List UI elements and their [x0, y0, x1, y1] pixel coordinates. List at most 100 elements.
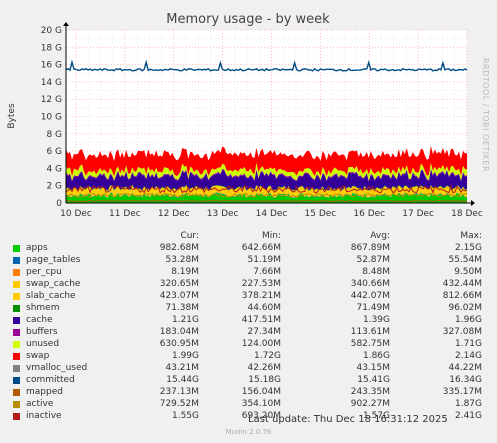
x-tick-label: 10 Dec — [60, 209, 92, 219]
legend-swatch — [13, 305, 20, 312]
legend-header: Cur: Min: Avg: Max: — [0, 230, 497, 242]
legend-max: 16.34G — [449, 375, 482, 385]
legend-cur: 71.38M — [165, 303, 199, 313]
legend-min: 156.04M — [241, 387, 281, 397]
legend-max: 1.71G — [454, 339, 482, 349]
legend-cur: 183.04M — [159, 327, 199, 337]
legend-max: 327.08M — [442, 327, 482, 337]
line-committed — [65, 59, 468, 72]
area-unused — [66, 162, 467, 181]
legend-swatch — [13, 245, 20, 252]
x-tick-label: 18 Dec — [451, 209, 483, 219]
legend-cur: 1.99G — [171, 351, 199, 361]
legend-row-vmalloc-used: vmalloc_used 43.21M 42.26M 43.15M 44.22M — [0, 362, 497, 374]
legend-swatch — [13, 281, 20, 288]
header-min: Min: — [261, 231, 281, 241]
legend-min: 227.53M — [241, 279, 281, 289]
legend: Cur: Min: Avg: Max: apps 982.68M 642.66M 86… — [0, 230, 497, 422]
legend-min: 354.10M — [241, 399, 281, 409]
line-mapped — [65, 199, 468, 202]
legend-row-mapped: mapped 237.13M 156.04M 243.35M 335.17M — [0, 386, 497, 398]
rrdtool-credit: RRDTOOL / TOBI OETIKER — [481, 58, 490, 172]
munin-version: Munin 2.0.76 — [225, 428, 272, 436]
legend-cur: 1.21G — [171, 315, 199, 325]
line-inactive — [65, 184, 467, 195]
legend-avg: 43.15M — [356, 363, 390, 373]
legend-name: vmalloc_used — [26, 363, 88, 373]
legend-row-page-tables: page_tables 53.28M 51.19M 52.87M 55.54M — [0, 254, 497, 266]
legend-row-inactive: inactive 1.55G 693.20M 1.57G 2.41G — [0, 410, 497, 422]
last-update: Last update: Thu Dec 18 16:31:12 2025 — [248, 414, 448, 425]
legend-name: swap — [26, 351, 50, 361]
legend-cur: 630.95M — [159, 339, 199, 349]
x-tick-label: 15 Dec — [305, 209, 337, 219]
legend-cur: 8.19M — [171, 267, 199, 277]
legend-name: cache — [26, 315, 53, 325]
area-apps — [66, 192, 467, 203]
legend-cur: 982.68M — [159, 243, 199, 253]
legend-name: apps — [26, 243, 48, 253]
legend-min: 693.20M — [241, 411, 281, 421]
y-tick-label: 0 — [56, 199, 62, 209]
legend-swatch — [13, 353, 20, 360]
legend-name: swap_cache — [26, 279, 81, 289]
legend-cur: 237.13M — [159, 387, 199, 397]
y-tick-label: 6 G — [46, 147, 62, 157]
area-swap — [66, 145, 467, 177]
legend-min: 1.72G — [253, 351, 281, 361]
legend-min: 15.18G — [248, 375, 281, 385]
legend-avg: 340.66M — [350, 279, 390, 289]
header-avg: Avg: — [370, 231, 390, 241]
legend-swatch — [13, 293, 20, 300]
line-active — [65, 192, 468, 198]
legend-name: per_cpu — [26, 267, 62, 277]
legend-row-cache: cache 1.21G 417.51M 1.39G 1.96G — [0, 314, 497, 326]
legend-row-swap-cache: swap_cache 320.65M 227.53M 340.66M 432.44M — [0, 278, 497, 290]
legend-name: active — [26, 399, 54, 409]
y-tick-label: 18 G — [41, 43, 62, 53]
legend-cur: 53.28M — [165, 255, 199, 265]
legend-avg: 1.57G — [362, 411, 390, 421]
legend-min: 27.34M — [247, 327, 281, 337]
legend-avg: 1.86G — [362, 351, 390, 361]
legend-cur: 15.44G — [166, 375, 199, 385]
legend-min: 51.19M — [247, 255, 281, 265]
legend-row-swap: swap 1.99G 1.72G 1.86G 2.14G — [0, 350, 497, 362]
legend-swatch — [13, 377, 20, 384]
chart-title: Memory usage - by week — [166, 12, 330, 27]
legend-min: 124.00M — [241, 339, 281, 349]
legend-avg: 243.35M — [350, 387, 390, 397]
legend-avg: 52.87M — [356, 255, 390, 265]
y-tick-label: 8 G — [46, 130, 62, 140]
legend-min: 7.66M — [253, 267, 281, 277]
legend-avg: 442.07M — [350, 291, 390, 301]
y-tick-label: 2 G — [46, 182, 62, 192]
legend-swatch — [13, 341, 20, 348]
legend-avg: 582.75M — [350, 339, 390, 349]
legend-name: inactive — [26, 411, 62, 421]
legend-swatch — [13, 257, 20, 264]
legend-name: buffers — [26, 327, 58, 337]
legend-min: 417.51M — [241, 315, 281, 325]
legend-max: 2.41G — [454, 411, 482, 421]
header-cur: Cur: — [180, 231, 199, 241]
area-cache — [66, 169, 467, 191]
legend-max: 335.17M — [442, 387, 482, 397]
legend-cur: 423.07M — [159, 291, 199, 301]
legend-avg: 8.48M — [362, 267, 390, 277]
legend-row-committed: committed 15.44G 15.18G 15.41G 16.34G — [0, 374, 497, 386]
y-tick-label: 20 G — [41, 26, 62, 36]
legend-row-slab-cache: slab_cache 423.07M 378.21M 442.07M 812.66M — [0, 290, 497, 302]
legend-cur: 1.55G — [171, 411, 199, 421]
x-tick-label: 14 Dec — [256, 209, 288, 219]
legend-row-apps: apps 982.68M 642.66M 867.89M 2.15G — [0, 242, 497, 254]
x-tick-label: 16 Dec — [353, 209, 385, 219]
legend-name: slab_cache — [26, 291, 76, 301]
legend-max: 2.15G — [454, 243, 482, 253]
legend-cur: 320.65M — [159, 279, 199, 289]
legend-max: 432.44M — [442, 279, 482, 289]
legend-cur: 43.21M — [165, 363, 199, 373]
legend-max: 2.14G — [454, 351, 482, 361]
legend-avg: 113.61M — [350, 327, 390, 337]
